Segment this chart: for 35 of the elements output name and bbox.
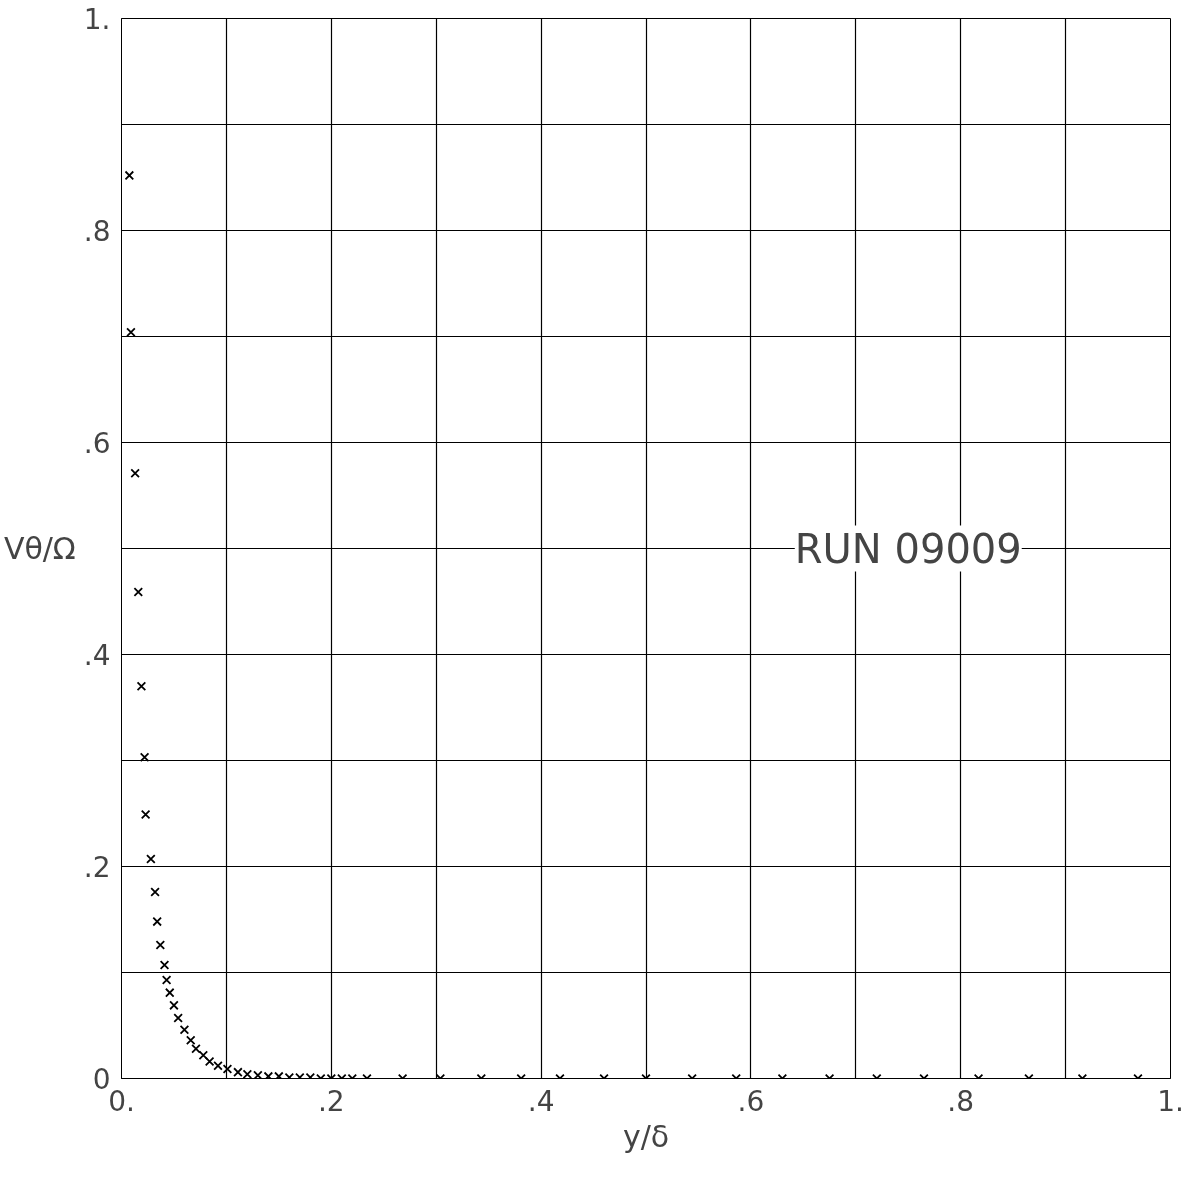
annotation: RUN 09009: [794, 525, 1022, 572]
y-tick-label: 1.: [83, 3, 111, 36]
y-axis-title: Vθ/Ω: [3, 531, 76, 566]
point: [124, 170, 135, 181]
point: [198, 1050, 209, 1060]
y-tick-label: .6: [83, 427, 111, 460]
x-tick-label: 0.: [108, 1084, 135, 1118]
x-tick-label: 1.: [1157, 1084, 1184, 1118]
point: [191, 1044, 201, 1054]
y-tick-label: .8: [83, 215, 111, 248]
point: [146, 854, 156, 864]
point: [139, 752, 150, 763]
x-tick-label: .2: [317, 1084, 345, 1118]
point: [136, 681, 147, 692]
point: [164, 987, 175, 998]
point: [169, 1000, 179, 1011]
point: [140, 809, 151, 820]
x-axis-title: y/δ: [622, 1118, 670, 1154]
point: [179, 1024, 190, 1035]
point: [133, 587, 144, 597]
point: [173, 1013, 183, 1023]
y-tick-label: 0: [92, 1063, 111, 1096]
point: [204, 1056, 215, 1067]
point: [130, 468, 140, 479]
x-tick-label: .8: [947, 1084, 975, 1118]
point: [152, 916, 162, 927]
point: [159, 960, 170, 970]
point: [150, 887, 160, 897]
y-tick-label: .2: [83, 851, 111, 884]
x-tick-label: .4: [527, 1084, 555, 1118]
y-tick-label: .4: [83, 639, 111, 672]
point: [185, 1035, 196, 1046]
point: [161, 975, 172, 985]
x-tick-label: .6: [737, 1084, 765, 1118]
point: [155, 940, 166, 950]
